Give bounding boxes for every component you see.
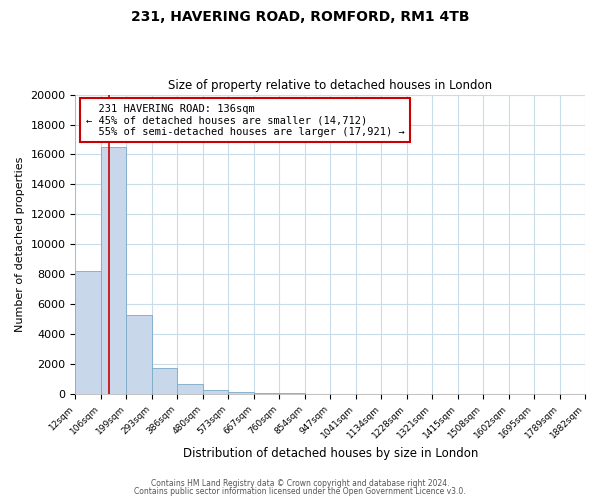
- Y-axis label: Number of detached properties: Number of detached properties: [15, 156, 25, 332]
- Text: 231, HAVERING ROAD, ROMFORD, RM1 4TB: 231, HAVERING ROAD, ROMFORD, RM1 4TB: [131, 10, 469, 24]
- Text: Contains public sector information licensed under the Open Government Licence v3: Contains public sector information licen…: [134, 487, 466, 496]
- Bar: [152, 368, 178, 394]
- Text: 231 HAVERING ROAD: 136sqm
← 45% of detached houses are smaller (14,712)
  55% of: 231 HAVERING ROAD: 136sqm ← 45% of detac…: [86, 104, 404, 136]
- Bar: [279, 392, 305, 394]
- Bar: [178, 384, 203, 394]
- X-axis label: Distribution of detached houses by size in London: Distribution of detached houses by size …: [182, 447, 478, 460]
- Bar: [101, 147, 127, 394]
- Bar: [254, 392, 279, 394]
- Bar: [127, 315, 152, 394]
- Bar: [228, 392, 254, 394]
- Bar: [76, 272, 101, 394]
- Text: Contains HM Land Registry data © Crown copyright and database right 2024.: Contains HM Land Registry data © Crown c…: [151, 478, 449, 488]
- Bar: [203, 390, 228, 394]
- Title: Size of property relative to detached houses in London: Size of property relative to detached ho…: [168, 79, 492, 92]
